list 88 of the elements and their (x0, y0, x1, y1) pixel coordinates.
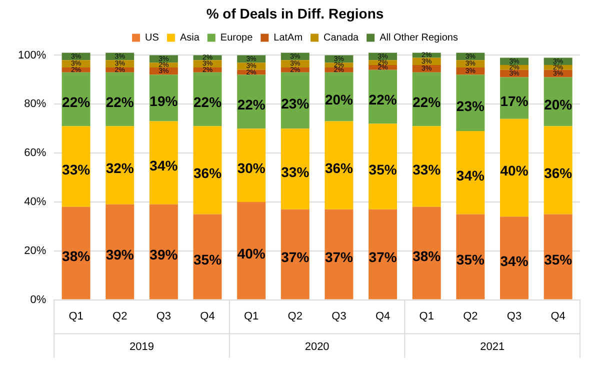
bar (412, 126, 441, 207)
data-label: 35% (193, 252, 222, 268)
y-tick-label: 80% (24, 98, 46, 110)
bar (149, 204, 178, 300)
x-tick-label: Q2 (463, 310, 478, 322)
x-tick-label: Q2 (112, 310, 128, 322)
data-label: 23% (456, 98, 485, 114)
bar (500, 118, 529, 217)
data-label: 37% (324, 249, 354, 266)
bar (280, 128, 310, 210)
data-label: 32% (106, 160, 134, 176)
x-tick-label: Q4 (550, 310, 566, 322)
x-tick-label: Q1 (419, 310, 434, 322)
data-label: 38% (412, 248, 442, 264)
data-label: 35% (544, 252, 573, 268)
data-label: 37% (281, 249, 310, 266)
data-label: 33% (281, 164, 310, 180)
data-label: 36% (324, 160, 354, 176)
data-label: 40% (500, 162, 529, 179)
x-tick-label: Q4 (375, 310, 390, 322)
bar (237, 128, 266, 202)
text: 2020 (304, 340, 330, 353)
data-label: 40% (237, 246, 266, 262)
bar (544, 214, 572, 300)
data-label: 17% (500, 92, 529, 109)
x-tick-label: Q4 (200, 310, 215, 322)
data-label: 22% (193, 94, 222, 110)
data-label: 36% (544, 165, 573, 182)
data-label: 22% (368, 92, 398, 108)
data-label: 34% (150, 158, 178, 174)
data-label: 20% (544, 96, 573, 113)
legend-label: Canada (324, 32, 360, 44)
data-label: 36% (193, 165, 222, 182)
bar (368, 209, 398, 300)
data-label: 33% (412, 161, 442, 178)
data-label: 34% (456, 167, 485, 184)
data-label: 19% (150, 92, 178, 109)
y-tick-label: 60% (24, 147, 46, 160)
bar (324, 209, 354, 300)
x-tick-label: Q3 (332, 310, 346, 322)
bar (193, 126, 222, 214)
bar (456, 131, 485, 214)
data-label: 22% (62, 94, 91, 110)
data-label: 35% (456, 252, 485, 268)
bar (544, 126, 572, 214)
y-tick-label: 20% (24, 244, 46, 257)
x-tick-label: Q3 (506, 310, 522, 322)
data-label: 20% (324, 92, 354, 108)
bar (237, 202, 266, 300)
legend-label: All Other Regions (380, 32, 458, 44)
bar (106, 126, 134, 204)
bar (412, 206, 441, 300)
data-label: 39% (150, 246, 178, 263)
data-label: 34% (500, 252, 529, 269)
chart-title: % of Deals in Diff. Regions (206, 5, 384, 22)
data-label: 22% (237, 96, 266, 113)
y-tick-label: 40% (24, 196, 46, 208)
bar (500, 216, 529, 300)
bar (106, 204, 134, 300)
bar (368, 124, 398, 210)
x-tick-label: Q3 (156, 310, 172, 322)
bar (456, 214, 485, 300)
legend-label: US (145, 32, 160, 44)
x-tick-label: Q1 (244, 310, 259, 322)
y-tick-label: 100% (18, 49, 46, 62)
bar (62, 206, 90, 300)
legend-label: Europe (220, 32, 254, 44)
bar (193, 214, 222, 300)
y-tick-label: 0% (30, 294, 46, 306)
x-tick-label: Q2 (288, 310, 302, 322)
data-label: 38% (62, 248, 91, 264)
legend-label: LatAm (274, 32, 303, 44)
data-label: 39% (106, 246, 134, 263)
x-tick-label: Q1 (68, 310, 84, 322)
data-label: 35% (368, 161, 398, 178)
data-label: 22% (106, 94, 134, 110)
data-label: 37% (368, 249, 398, 266)
bar (149, 121, 178, 204)
bar (280, 209, 310, 300)
text: 2021 (480, 340, 505, 353)
legend-label: Asia (180, 32, 200, 44)
bar (324, 121, 354, 210)
data-label: 33% (62, 161, 91, 178)
data-label: 30% (237, 160, 266, 176)
data-label: 22% (412, 94, 442, 110)
text: 2019 (130, 340, 154, 353)
bar (62, 126, 90, 207)
data-label: 23% (281, 95, 310, 112)
